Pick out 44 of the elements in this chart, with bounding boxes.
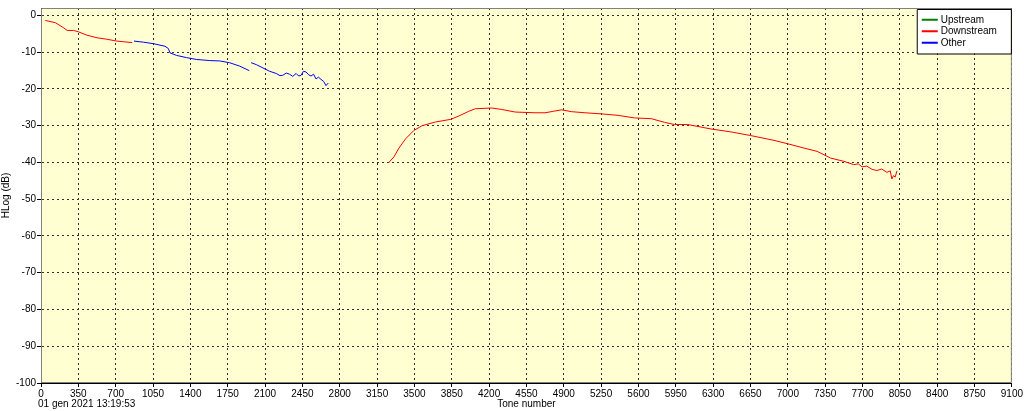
legend-label: Other bbox=[940, 36, 967, 48]
x-tick-label: 9100 bbox=[1000, 387, 1024, 399]
x-tick-label: 1400 bbox=[179, 387, 202, 399]
x-tick-label: 8400 bbox=[926, 387, 949, 399]
y-tick-label: -10 bbox=[21, 45, 37, 57]
y-axis-title: HLog (dB) bbox=[0, 172, 11, 219]
x-tick-label: 1750 bbox=[216, 387, 240, 399]
x-tick-label: 4200 bbox=[477, 387, 501, 399]
x-tick-label: 8050 bbox=[888, 387, 912, 399]
y-tick-label: -20 bbox=[21, 82, 37, 94]
legend-label: Downstream bbox=[940, 25, 997, 36]
x-tick-label: 7000 bbox=[776, 387, 800, 399]
y-tick-label: -100 bbox=[15, 376, 37, 388]
x-axis-title: Tone number bbox=[497, 397, 557, 409]
x-tick-label: 4550 bbox=[515, 387, 538, 399]
x-tick-label: 5600 bbox=[627, 387, 651, 399]
x-tick-label: 2450 bbox=[291, 387, 314, 399]
x-tick-label: 5950 bbox=[664, 387, 688, 399]
x-tick-label: 0 bbox=[38, 387, 45, 399]
x-tick-label: 350 bbox=[70, 387, 88, 399]
x-tick-label: 1050 bbox=[141, 387, 165, 399]
x-tick-label: 8750 bbox=[963, 387, 987, 399]
y-tick-label: -90 bbox=[21, 339, 37, 351]
x-tick-label: 4900 bbox=[552, 387, 576, 399]
x-tick-label: 3850 bbox=[440, 387, 464, 399]
x-tick-label: 2800 bbox=[328, 387, 352, 399]
y-tick-label: 0 bbox=[30, 9, 37, 21]
legend-label: Upstream bbox=[940, 13, 985, 25]
x-tick-label: 2100 bbox=[253, 387, 277, 399]
y-tick-label: -50 bbox=[21, 192, 37, 204]
y-tick-label: -40 bbox=[21, 156, 37, 168]
x-tick-label: 3500 bbox=[403, 387, 426, 399]
x-tick-label: 6300 bbox=[702, 387, 725, 399]
y-tick-label: -60 bbox=[21, 229, 37, 241]
y-tick-label: -30 bbox=[21, 119, 37, 131]
y-tick-label: -80 bbox=[21, 303, 37, 315]
x-tick-label: 7700 bbox=[851, 387, 875, 399]
x-tick-label: 7350 bbox=[814, 387, 837, 399]
x-tick-label: 5250 bbox=[590, 387, 613, 399]
y-tick-label: -70 bbox=[21, 266, 37, 278]
x-tick-label: 6650 bbox=[739, 387, 763, 399]
text: 01 gen 2021 13:19:53 bbox=[38, 398, 136, 410]
x-tick-label: 3150 bbox=[365, 387, 389, 399]
x-tick-label: 700 bbox=[107, 387, 125, 399]
